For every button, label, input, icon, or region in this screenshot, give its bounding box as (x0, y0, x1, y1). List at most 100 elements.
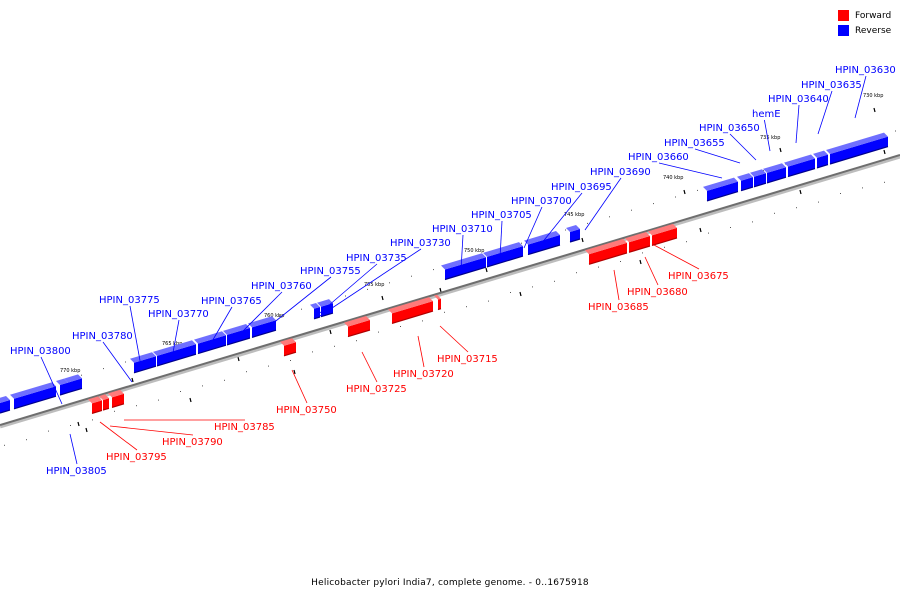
context-dot (433, 269, 434, 271)
gene-label-hpin_03720[interactable]: HPIN_03720 (393, 369, 454, 380)
gene-label-hpin_03650[interactable]: HPIN_03650 (699, 123, 760, 134)
reverse-gene-block-top (750, 169, 766, 177)
forward-gene-block-face (392, 301, 433, 324)
gene-leader-line (417, 335, 425, 368)
tick-dash (581, 237, 584, 243)
gene-label-hpin_03770[interactable]: HPIN_03770 (148, 309, 209, 320)
gene-leader-line (439, 325, 469, 353)
reverse-gene-block[interactable] (153, 340, 197, 367)
gene-label-hpin_03660[interactable]: HPIN_03660 (628, 152, 689, 163)
reverse-gene-block[interactable] (483, 242, 524, 268)
tick-dash (639, 259, 642, 265)
tick-dash (485, 267, 488, 273)
forward-gene-block[interactable] (434, 294, 442, 311)
reverse-gene-block[interactable] (10, 382, 57, 410)
tick-dash (799, 189, 802, 195)
reverse-gene-block[interactable] (64, 374, 83, 394)
reverse-gene-block[interactable] (566, 225, 581, 243)
gene-leader-line (653, 244, 700, 270)
gene-label-hpin_03795[interactable]: HPIN_03795 (106, 452, 167, 463)
reverse-gene-block[interactable] (784, 154, 816, 178)
forward-gene-block[interactable] (625, 232, 651, 253)
reverse-gene-block[interactable] (194, 331, 227, 355)
forward-gene-block[interactable] (280, 338, 297, 357)
reverse-gene-block-face (134, 356, 156, 373)
gene-label-hpin_03630[interactable]: HPIN_03630 (835, 65, 896, 76)
genome-caption: Helicobacter pylori India7, complete gen… (311, 578, 589, 588)
gene-label-hpin_03805[interactable]: HPIN_03805 (46, 466, 107, 477)
reverse-gene-block[interactable] (441, 253, 487, 281)
forward-gene-block-edge (437, 308, 442, 311)
reverse-gene-block[interactable] (750, 169, 767, 188)
gene-label-hpin_03690[interactable]: HPIN_03690 (590, 167, 651, 178)
reverse-gene-block[interactable] (763, 163, 787, 184)
context-dot (224, 379, 225, 381)
gene-label-hpin_03735[interactable]: HPIN_03735 (346, 253, 407, 264)
reverse-gene-block-edge (251, 329, 277, 338)
gene-leader-line (694, 148, 741, 164)
reverse-gene-block[interactable] (737, 173, 754, 192)
gene-label-hpin_03790[interactable]: HPIN_03790 (162, 437, 223, 448)
context-dot (268, 365, 269, 367)
reverse-gene-block-face (570, 229, 580, 242)
reverse-gene-block-edge (706, 191, 739, 202)
gene-leader-line (729, 133, 757, 161)
reverse-gene-block[interactable] (0, 396, 11, 414)
forward-gene-block-edge (102, 407, 110, 411)
context-dot (103, 368, 104, 370)
gene-label-hpin_03675[interactable]: HPIN_03675 (668, 271, 729, 282)
gene-label-hpin_03640[interactable]: HPIN_03640 (768, 94, 829, 105)
gene-label-heme[interactable]: hemE (752, 109, 781, 120)
forward-gene-block[interactable] (388, 297, 434, 324)
gene-leader-line (584, 177, 622, 231)
gene-label-hpin_03700[interactable]: HPIN_03700 (511, 196, 572, 207)
forward-gene-block[interactable] (88, 396, 103, 414)
gene-label-hpin_03800[interactable]: HPIN_03800 (10, 346, 71, 357)
reverse-gene-block-face (445, 257, 486, 280)
gene-label-hpin_03780[interactable]: HPIN_03780 (72, 331, 133, 342)
gene-label-hpin_03635[interactable]: HPIN_03635 (801, 80, 862, 91)
gene-label-hpin_03680[interactable]: HPIN_03680 (627, 287, 688, 298)
reverse-gene-block[interactable] (248, 316, 277, 338)
reverse-gene-block[interactable] (703, 177, 739, 202)
gene-label-hpin_03785[interactable]: HPIN_03785 (214, 422, 275, 433)
gene-label-hpin_03655[interactable]: HPIN_03655 (664, 138, 725, 149)
gene-label-hpin_03755[interactable]: HPIN_03755 (300, 266, 361, 277)
reverse-gene-block[interactable] (130, 352, 157, 374)
gene-leader-line (102, 341, 133, 383)
reverse-gene-block[interactable] (524, 231, 561, 256)
gene-label-hpin_03705[interactable]: HPIN_03705 (471, 210, 532, 221)
tick-dash (85, 427, 88, 433)
reverse-gene-block[interactable] (826, 132, 889, 165)
context-dot (180, 391, 181, 392)
forward-gene-block[interactable] (99, 394, 110, 411)
forward-gene-block[interactable] (108, 389, 125, 408)
reverse-gene-block[interactable] (310, 303, 321, 320)
gene-label-hpin_03725[interactable]: HPIN_03725 (346, 384, 407, 395)
legend-forward-label: Forward (855, 10, 892, 21)
gene-label-hpin_03710[interactable]: HPIN_03710 (432, 224, 493, 235)
gene-label-hpin_03730[interactable]: HPIN_03730 (390, 238, 451, 249)
reverse-gene-block[interactable] (223, 324, 251, 346)
forward-gene-block-top (434, 294, 441, 300)
gene-label-hpin_03760[interactable]: HPIN_03760 (251, 281, 312, 292)
reverse-gene-block[interactable] (56, 378, 69, 396)
gene-label-hpin_03750[interactable]: HPIN_03750 (276, 405, 337, 416)
reverse-gene-block[interactable] (813, 150, 829, 169)
gene-label-hpin_03685[interactable]: HPIN_03685 (588, 302, 649, 313)
context-dot (356, 340, 357, 342)
tick-dash (519, 291, 522, 297)
forward-gene-block[interactable] (585, 238, 628, 265)
gene-label-hpin_03775[interactable]: HPIN_03775 (99, 295, 160, 306)
forward-gene-block[interactable] (648, 223, 678, 246)
forward-gene-block[interactable] (344, 316, 371, 338)
gene-label-hpin_03765[interactable]: HPIN_03765 (201, 296, 262, 307)
context-dot (422, 320, 423, 322)
gene-label-hpin_03715[interactable]: HPIN_03715 (437, 354, 498, 365)
gene-label-hpin_03695[interactable]: HPIN_03695 (551, 182, 612, 193)
reverse-gene-block-top (56, 378, 68, 385)
context-dot (554, 280, 555, 282)
gene-leader-line (795, 104, 800, 144)
tick-dash (381, 295, 384, 301)
